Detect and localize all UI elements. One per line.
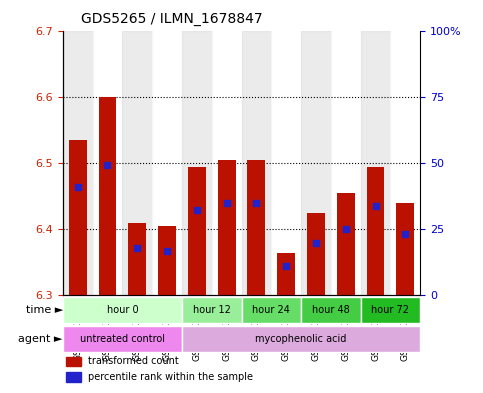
Bar <box>152 31 182 296</box>
Bar <box>99 97 116 296</box>
Bar <box>66 373 81 382</box>
FancyBboxPatch shape <box>301 297 361 323</box>
Bar <box>307 213 325 296</box>
Bar <box>367 167 384 296</box>
Bar <box>158 226 176 296</box>
Bar <box>122 31 152 296</box>
Bar <box>242 31 271 296</box>
Text: time ►: time ► <box>26 305 63 315</box>
Bar <box>397 203 414 296</box>
Text: hour 72: hour 72 <box>371 305 410 315</box>
Text: hour 48: hour 48 <box>312 305 350 315</box>
Bar <box>188 167 206 296</box>
Bar <box>271 31 301 296</box>
FancyBboxPatch shape <box>242 297 301 323</box>
FancyBboxPatch shape <box>182 297 242 323</box>
Bar <box>63 31 93 296</box>
Text: agent ►: agent ► <box>18 334 63 344</box>
Bar <box>218 160 236 296</box>
FancyBboxPatch shape <box>63 297 182 323</box>
Text: GDS5265 / ILMN_1678847: GDS5265 / ILMN_1678847 <box>81 12 262 26</box>
FancyBboxPatch shape <box>182 326 420 352</box>
FancyBboxPatch shape <box>361 297 420 323</box>
Text: hour 0: hour 0 <box>107 305 138 315</box>
Bar <box>277 252 295 296</box>
Bar <box>69 140 86 296</box>
Text: transformed count: transformed count <box>88 356 179 366</box>
Bar <box>128 223 146 296</box>
Bar <box>337 193 355 296</box>
Bar <box>212 31 242 296</box>
Text: percentile rank within the sample: percentile rank within the sample <box>88 372 253 382</box>
Bar <box>93 31 122 296</box>
Bar <box>390 31 420 296</box>
Bar <box>361 31 390 296</box>
Bar <box>247 160 265 296</box>
FancyBboxPatch shape <box>63 326 182 352</box>
Text: hour 24: hour 24 <box>252 305 290 315</box>
Text: mycophenolic acid: mycophenolic acid <box>256 334 347 344</box>
Bar <box>301 31 331 296</box>
Bar <box>182 31 212 296</box>
Bar <box>331 31 361 296</box>
Text: untreated control: untreated control <box>80 334 165 344</box>
Bar <box>66 356 81 366</box>
Text: hour 12: hour 12 <box>193 305 231 315</box>
